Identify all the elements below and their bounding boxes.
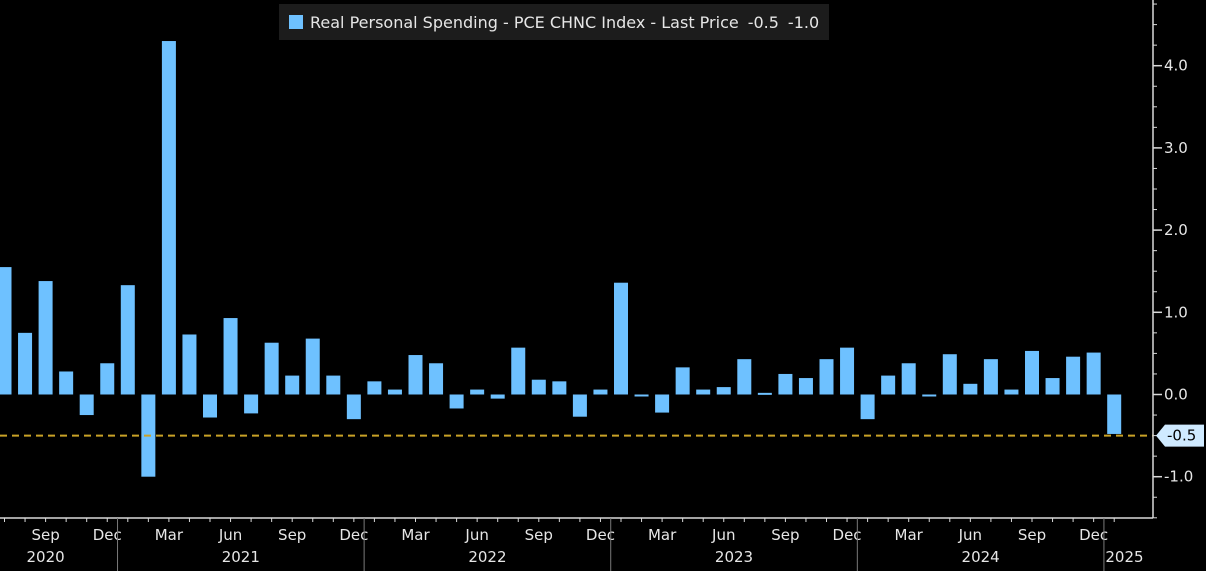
x-month-label: Dec bbox=[586, 526, 615, 544]
bar-2025-01 bbox=[1107, 394, 1122, 434]
bar-2023-12 bbox=[840, 347, 855, 395]
x-month-label: Jun bbox=[464, 526, 488, 544]
bar-2024-04 bbox=[922, 394, 937, 397]
bar-2023-09 bbox=[778, 373, 793, 395]
bar-2023-11 bbox=[819, 359, 834, 395]
bar-2023-08 bbox=[757, 392, 772, 395]
last-price-badge-shape bbox=[1156, 424, 1204, 447]
x-month-label: Mar bbox=[155, 526, 184, 544]
bar-2022-08 bbox=[511, 347, 526, 395]
x-month-label: Dec bbox=[93, 526, 122, 544]
bar-2023-04 bbox=[675, 367, 690, 395]
legend[interactable]: Real Personal Spending - PCE CHNC Index … bbox=[279, 4, 830, 40]
bar-2022-03 bbox=[408, 355, 423, 395]
bar-2023-07 bbox=[737, 359, 752, 395]
x-month-label: Dec bbox=[833, 526, 862, 544]
bar-2021-01 bbox=[120, 285, 135, 395]
bar-2024-05 bbox=[942, 354, 957, 395]
bar-2024-01 bbox=[860, 394, 875, 420]
x-year-label: 2022 bbox=[468, 548, 506, 566]
legend-label: Real Personal Spending - PCE CHNC Index … bbox=[310, 12, 739, 32]
y-tick-label: 4.0 bbox=[1164, 57, 1188, 75]
y-tick-label: 1.0 bbox=[1164, 303, 1188, 321]
bar-2020-08 bbox=[18, 332, 33, 395]
x-month-label: Jun bbox=[711, 526, 735, 544]
x-year-label: 2023 bbox=[715, 548, 753, 566]
bar-2024-08 bbox=[1004, 389, 1019, 395]
bar-2021-12 bbox=[346, 394, 361, 420]
bar-2020-07 bbox=[0, 267, 12, 395]
bar-2022-05 bbox=[449, 394, 464, 409]
y-tick-label: 2.0 bbox=[1164, 221, 1188, 239]
x-year-label: 2025 bbox=[1105, 548, 1143, 566]
bar-2022-11 bbox=[572, 394, 587, 417]
legend-swatch-icon bbox=[289, 15, 303, 29]
bar-2024-07 bbox=[983, 359, 998, 395]
bar-2021-09 bbox=[285, 375, 300, 395]
bar-2020-11 bbox=[79, 394, 94, 416]
bar-2024-09 bbox=[1025, 350, 1039, 395]
bar-2021-10 bbox=[305, 338, 320, 395]
bar-2024-10 bbox=[1045, 378, 1060, 395]
x-month-label: Jun bbox=[958, 526, 982, 544]
x-month-label: Sep bbox=[31, 526, 59, 544]
x-month-label: Sep bbox=[525, 526, 553, 544]
bar-2022-01 bbox=[367, 381, 382, 395]
bar-2022-04 bbox=[429, 363, 444, 395]
bar-2023-10 bbox=[798, 378, 813, 395]
x-month-label: Mar bbox=[401, 526, 430, 544]
bar-2021-04 bbox=[182, 334, 197, 395]
bar-2020-10 bbox=[59, 371, 74, 395]
legend-extra-value: -1.0 bbox=[787, 12, 820, 32]
x-month-label: Jun bbox=[218, 526, 242, 544]
x-year-label: 2021 bbox=[222, 548, 260, 566]
bar-2022-07 bbox=[490, 394, 505, 399]
x-month-label: Mar bbox=[648, 526, 677, 544]
bar-2024-02 bbox=[881, 375, 896, 395]
last-price-badge-label: -0.5 bbox=[1167, 427, 1196, 445]
bar-2024-12 bbox=[1086, 352, 1101, 395]
bar-2022-09 bbox=[531, 379, 546, 395]
x-axis: Sep Dec Mar Jun Sep Dec Mar Jun Sep Dec Mar Jun Sep D… bbox=[0, 517, 1153, 571]
x-month-label: Sep bbox=[1018, 526, 1046, 544]
x-month-label: Sep bbox=[278, 526, 306, 544]
bar-2020-09 bbox=[38, 281, 53, 395]
bar-2023-06 bbox=[716, 387, 731, 395]
y-tick-label: 3.0 bbox=[1164, 139, 1188, 157]
bar-2024-11 bbox=[1066, 356, 1081, 395]
x-month-label: Mar bbox=[895, 526, 924, 544]
x-month-label: Sep bbox=[771, 526, 799, 544]
bar-2023-03 bbox=[655, 394, 670, 413]
bar-2023-02 bbox=[634, 394, 649, 397]
x-month-label: Dec bbox=[1079, 526, 1108, 544]
bar-2021-06 bbox=[223, 318, 238, 395]
bar-2020-12 bbox=[100, 363, 115, 395]
x-month-label: Dec bbox=[339, 526, 368, 544]
bar-2021-03 bbox=[161, 41, 176, 395]
bar-2021-05 bbox=[203, 394, 217, 418]
legend-last-price: -0.5 bbox=[747, 12, 779, 32]
bar-2022-06 bbox=[470, 389, 485, 395]
bar-2022-10 bbox=[552, 381, 567, 395]
bar-2022-02 bbox=[387, 389, 402, 395]
bar-2024-06 bbox=[963, 383, 978, 395]
bar-2024-03 bbox=[901, 363, 916, 395]
bar-2021-11 bbox=[326, 375, 341, 395]
bar-2023-01 bbox=[614, 282, 628, 395]
x-year-label: 2020 bbox=[27, 548, 65, 566]
y-tick-label: -1.0 bbox=[1164, 468, 1193, 486]
bar-2022-12 bbox=[593, 389, 608, 395]
bar-series bbox=[0, 41, 1122, 477]
bar-2021-08 bbox=[264, 342, 279, 395]
bar-2023-05 bbox=[696, 389, 711, 395]
last-price-badge: -0.5 bbox=[1156, 424, 1204, 447]
y-axis: 4.0 3.0 2.0 1.0 0.0 -1.0 bbox=[1152, 0, 1193, 519]
x-year-label: 2024 bbox=[962, 548, 1000, 566]
bar-2021-07 bbox=[244, 394, 259, 414]
y-tick-label: 0.0 bbox=[1164, 386, 1188, 404]
